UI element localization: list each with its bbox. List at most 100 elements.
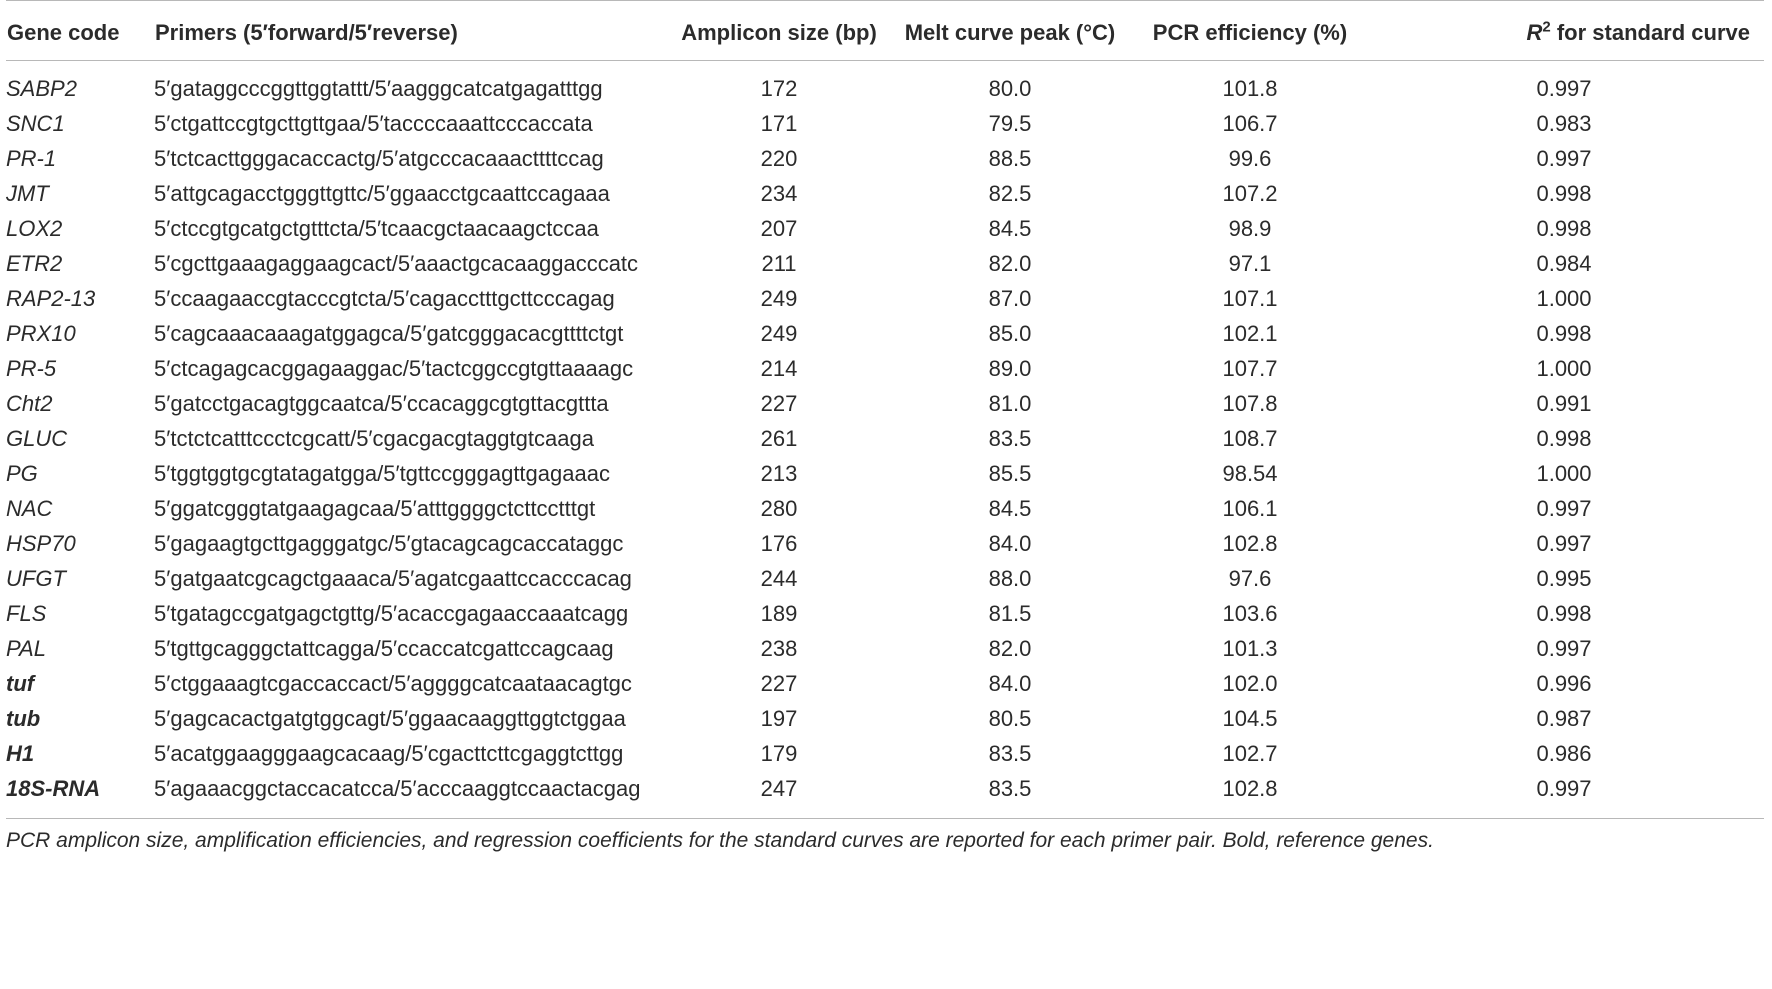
primers-cell: 5′tctcacttgggacaccactg/5′atgcccacaaacttt… <box>154 146 604 171</box>
pcr-efficiency-cell: 107.2 <box>1222 181 1278 206</box>
gene-code-cell: ETR2 <box>6 251 63 276</box>
melt-peak-cell: 88.0 <box>988 566 1032 591</box>
primers-cell: 5′ctcagagcacggagaaggac/5′tactcggccgtgtta… <box>154 356 634 381</box>
table-row: H1 5′acatggaagggaagcacaag/5′cgacttcttcgag… <box>6 736 1764 771</box>
r2-header-text: for standard curve <box>1550 20 1750 45</box>
primers-cell: 5′ctgattccgtgcttgttgaa/5′taccccaaattccca… <box>154 111 593 136</box>
melt-peak-cell: 84.0 <box>988 531 1032 556</box>
amplicon-size-cell: 207 <box>760 216 798 241</box>
table-row: GLUC 5′tctctcatttccctcgcatt/5′cgacgacgtag… <box>6 421 1764 456</box>
primers-cell: 5′ctggaaagtcgaccaccact/5′aggggcatcaataac… <box>154 671 632 696</box>
melt-peak-cell: 81.5 <box>988 601 1032 626</box>
pcr-efficiency-cell: 102.8 <box>1222 776 1278 801</box>
melt-peak-cell: 82.0 <box>988 636 1032 661</box>
pcr-efficiency-cell: 106.1 <box>1222 496 1278 521</box>
amplicon-size-cell: 280 <box>760 496 798 521</box>
pcr-efficiency-cell: 101.3 <box>1222 636 1278 661</box>
primers-cell: 5′tctctcatttccctcgcatt/5′cgacgacgtaggtgt… <box>154 426 594 451</box>
primer-table: Gene code Primers (5′forward/5′reverse) … <box>6 0 1764 819</box>
pcr-efficiency-cell: 102.8 <box>1222 531 1278 556</box>
melt-peak-cell: 84.5 <box>988 496 1032 521</box>
amplicon-size-cell: 211 <box>761 251 797 276</box>
primers-cell: 5′tgttgcagggctattcagga/5′ccaccatcgattcca… <box>154 636 614 661</box>
table-row: LOX2 5′ctccgtgcatgctgtttcta/5′tcaacgctaac… <box>6 211 1764 246</box>
pcr-efficiency-cell: 99.6 <box>1228 146 1272 171</box>
table-container: Gene code Primers (5′forward/5′reverse) … <box>6 0 1764 853</box>
gene-code-cell: tub <box>6 706 41 731</box>
pcr-efficiency-cell: 101.8 <box>1222 76 1278 101</box>
header-primers: Primers (5′forward/5′reverse) <box>155 20 458 45</box>
amplicon-size-cell: 220 <box>760 146 798 171</box>
table-row: PG 5′tggtggtgcgtatagatgga/5′tgttccgggagtt… <box>6 456 1764 491</box>
gene-code-cell: NAC <box>6 496 53 521</box>
r2-superscript: 2 <box>1542 18 1551 36</box>
pcr-efficiency-cell: 102.1 <box>1222 321 1278 346</box>
r2-cell: 0.991 <box>1536 391 1592 416</box>
gene-code-cell: UFGT <box>6 566 66 591</box>
primers-cell: 5′gagcacactgatgtggcagt/5′ggaacaaggttggtc… <box>154 706 626 731</box>
table-row: ETR2 5′cgcttgaaagaggaagcact/5′aaactgcacaa… <box>6 246 1764 281</box>
table-row: JMT 5′attgcagacctgggttgttc/5′ggaacctgcaat… <box>6 176 1764 211</box>
amplicon-size-cell: 249 <box>760 286 798 311</box>
r2-symbol: R <box>1526 20 1543 45</box>
r2-cell: 0.997 <box>1536 531 1592 556</box>
table-row: SABP2 5′gataggcccggttggtattt/5′aagggcatca… <box>6 61 1764 107</box>
pcr-efficiency-cell: 97.1 <box>1228 251 1272 276</box>
table-row: SNC1 5′ctgattccgtgcttgttgaa/5′taccccaaatt… <box>6 106 1764 141</box>
table-row: NAC 5′ggatcgggtatgaagagcaa/5′atttggggctct… <box>6 491 1764 526</box>
table-row: RAP2-13 5′ccaagaaccgtacccgtcta/5′cagacctt… <box>6 281 1764 316</box>
pcr-efficiency-cell: 102.7 <box>1222 741 1278 766</box>
gene-code-cell: SABP2 <box>6 76 77 101</box>
r2-cell: 0.997 <box>1536 636 1592 661</box>
gene-code-cell: 18S-RNA <box>6 776 101 801</box>
pcr-efficiency-cell: 97.6 <box>1228 566 1272 591</box>
header-amplicon-size: Amplicon size (bp) <box>681 20 877 45</box>
header-r2-standard-curve: R2 for standard curve <box>1364 1 1764 61</box>
gene-code-cell: PR-5 <box>6 356 57 381</box>
table-row: FLS 5′tgatagccgatgagctgttg/5′acaccgagaacc… <box>6 596 1764 631</box>
table-row: UFGT 5′gatgaatcgcagctgaaaca/5′agatcgaattc… <box>6 561 1764 596</box>
table-body: SABP2 5′gataggcccggttggtattt/5′aagggcatca… <box>6 61 1764 819</box>
r2-cell: 0.983 <box>1536 111 1592 136</box>
gene-code-cell: FLS <box>6 601 47 626</box>
amplicon-size-cell: 227 <box>760 391 798 416</box>
r2-cell: 0.997 <box>1536 776 1592 801</box>
primers-cell: 5′ccaagaaccgtacccgtcta/5′cagacctttgcttcc… <box>154 286 615 311</box>
pcr-efficiency-cell: 107.7 <box>1222 356 1278 381</box>
table-row: PAL 5′tgttgcagggctattcagga/5′ccaccatcgatt… <box>6 631 1764 666</box>
table-row: Cht2 5′gatcctgacagtggcaatca/5′ccacaggcgtg… <box>6 386 1764 421</box>
amplicon-size-cell: 213 <box>760 461 798 486</box>
table-row: 18S-RNA 5′agaaacggctaccacatcca/5′acccaagg… <box>6 771 1764 819</box>
primers-cell: 5′ggatcgggtatgaagagcaa/5′atttggggctcttcc… <box>154 496 596 521</box>
amplicon-size-cell: 197 <box>760 706 798 731</box>
amplicon-size-cell: 247 <box>760 776 798 801</box>
melt-peak-cell: 85.0 <box>988 321 1032 346</box>
melt-peak-cell: 80.0 <box>988 76 1032 101</box>
melt-peak-cell: 87.0 <box>988 286 1032 311</box>
table-footnote: PCR amplicon size, amplification efficie… <box>6 829 1434 852</box>
pcr-efficiency-cell: 107.1 <box>1222 286 1278 311</box>
r2-cell: 0.986 <box>1536 741 1592 766</box>
r2-cell: 0.995 <box>1536 566 1592 591</box>
melt-peak-cell: 82.5 <box>988 181 1032 206</box>
table-header: Gene code Primers (5′forward/5′reverse) … <box>6 0 1764 61</box>
primers-cell: 5′attgcagacctgggttgttc/5′ggaacctgcaattcc… <box>154 181 610 206</box>
melt-peak-cell: 85.5 <box>988 461 1032 486</box>
primers-cell: 5′gataggcccggttggtattt/5′aagggcatcatgaga… <box>154 76 603 101</box>
pcr-efficiency-cell: 104.5 <box>1222 706 1278 731</box>
melt-peak-cell: 89.0 <box>988 356 1032 381</box>
gene-code-cell: LOX2 <box>6 216 63 241</box>
primers-cell: 5′tggtggtgcgtatagatgga/5′tgttccgggagttga… <box>154 461 610 486</box>
header-pcr-efficiency: PCR efficiency (%) <box>1152 20 1348 45</box>
table-row: PR-1 5′tctcacttgggacaccactg/5′atgcccacaaa… <box>6 141 1764 176</box>
r2-cell: 0.998 <box>1536 216 1592 241</box>
table-row: tuf 5′ctggaaagtcgaccaccact/5′aggggcatcaat… <box>6 666 1764 701</box>
amplicon-size-cell: 189 <box>760 601 798 626</box>
table-row: PR-5 5′ctcagagcacggagaaggac/5′tactcggccgt… <box>6 351 1764 386</box>
melt-peak-cell: 79.5 <box>988 111 1032 136</box>
primers-cell: 5′ctccgtgcatgctgtttcta/5′tcaacgctaacaagc… <box>154 216 599 241</box>
amplicon-size-cell: 179 <box>760 741 798 766</box>
pcr-efficiency-cell: 103.6 <box>1222 601 1278 626</box>
header-gene-code: Gene code <box>7 20 120 45</box>
melt-peak-cell: 83.5 <box>988 776 1032 801</box>
